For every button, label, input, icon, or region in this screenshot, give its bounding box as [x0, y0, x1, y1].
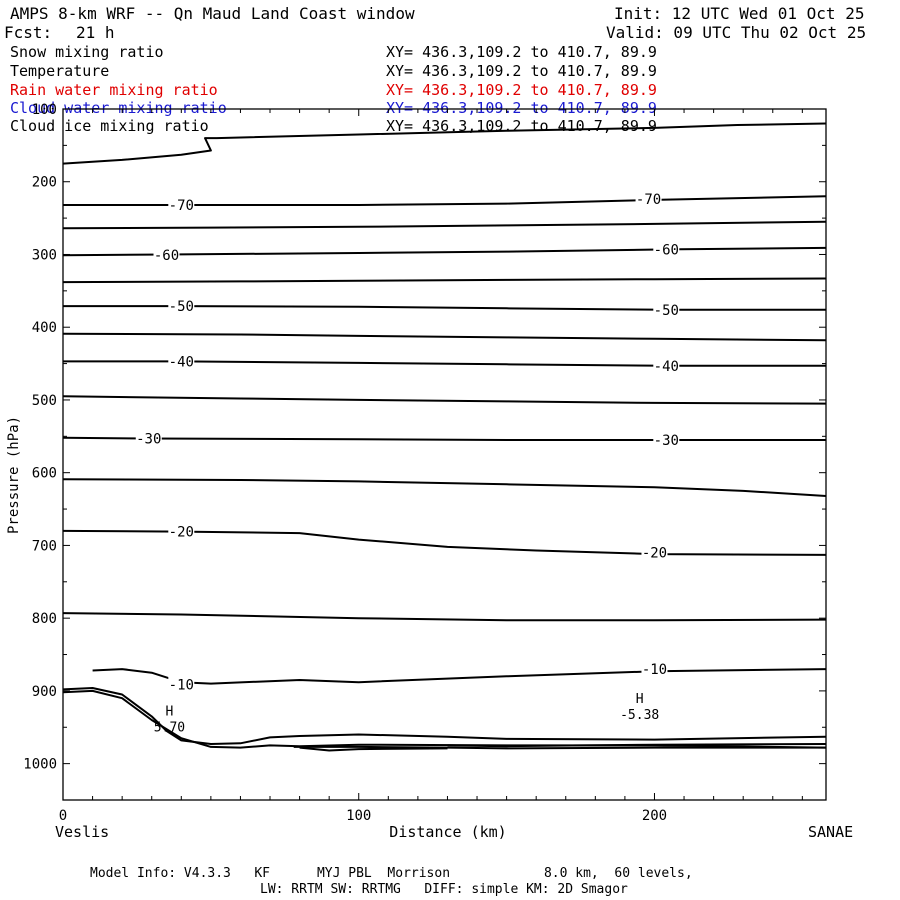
legend-xy-cloud-ice: XY= 436.3,109.2 to 410.7, 89.9	[386, 117, 657, 135]
x-tick-label: 0	[59, 808, 67, 824]
contour-label: -60	[654, 242, 679, 258]
y-tick-label: 800	[32, 611, 57, 627]
contour-label: -20	[642, 546, 667, 562]
valid-time: Valid: 09 UTC Thu 02 Oct 25	[606, 23, 867, 42]
temperature-contour-line	[92, 668, 827, 685]
temperature-contour-line	[62, 478, 827, 497]
temperature-contour-line	[62, 612, 827, 622]
extremum-value: -5.38	[620, 708, 659, 723]
x-tick-label: 100	[346, 808, 371, 824]
y-tick-label: 1000	[23, 757, 57, 773]
contour-label: -60	[154, 248, 179, 264]
temperature-contour-line	[62, 689, 827, 749]
temperature-contour-line	[62, 687, 827, 745]
contour-label-background	[635, 191, 662, 207]
contour-label: -50	[169, 299, 194, 315]
contour-label: -50	[654, 303, 679, 319]
contour-label-background	[653, 431, 680, 447]
legend-name-cloud-ice: Cloud ice mixing ratio	[10, 117, 209, 135]
temperature-contour-line	[63, 360, 826, 367]
contour-label-background	[135, 430, 162, 446]
contour-label-background	[653, 241, 680, 257]
plot-frame	[62, 108, 827, 801]
contour-label-background	[168, 298, 195, 314]
y-tick-label: 500	[32, 393, 57, 409]
contour-label-background	[168, 353, 195, 369]
contour-label: -40	[169, 354, 194, 370]
extremum-value: 5.70	[154, 720, 185, 735]
y-tick-label: 300	[32, 247, 57, 263]
temperature-contour-line	[62, 220, 827, 230]
temperature-contour-line	[62, 246, 827, 257]
y-tick-label: 400	[32, 320, 57, 336]
contour-label: -10	[169, 677, 194, 693]
contour-label-background	[153, 247, 180, 263]
temperature-contour-line	[299, 746, 448, 752]
temperature-contour-line	[62, 395, 827, 405]
contour-label: -30	[654, 433, 679, 449]
y-tick-label: 700	[32, 538, 57, 554]
contour-label-background	[653, 357, 680, 373]
model-info-line-2: LW: RRTM SW: RRTMG DIFF: simple KM: 2D S…	[260, 882, 628, 897]
legend-xy-snow: XY= 436.3,109.2 to 410.7, 89.9	[386, 43, 657, 61]
high-marker: H	[636, 692, 644, 707]
init-time: Init: 12 UTC Wed 01 Oct 25	[614, 4, 865, 23]
contour-label-background	[653, 301, 680, 317]
legend-xy-cloud-water: XY= 436.3,109.2 to 410.7, 89.9	[386, 99, 657, 117]
high-marker: H	[166, 704, 174, 719]
forecast-hours: 21 h	[76, 23, 115, 42]
legend-xy-temperature: XY= 436.3,109.2 to 410.7, 89.9	[386, 62, 657, 80]
temperature-contour-line	[63, 195, 827, 206]
y-tick-label: 900	[32, 684, 57, 700]
x-right-station-label: SANAE	[808, 823, 853, 841]
legend-xy-rain: XY= 436.3,109.2 to 410.7, 89.9	[386, 81, 657, 99]
temperature-contour-line	[293, 745, 826, 750]
x-left-station-label: Veslis	[55, 823, 109, 841]
temperature-contour-line	[62, 436, 826, 441]
x-axis-title: Distance (km)	[389, 823, 506, 841]
contour-label: -40	[654, 359, 679, 375]
temperature-contour-line	[62, 529, 827, 556]
contour-label-background	[168, 197, 195, 213]
contour-label: -30	[136, 431, 161, 447]
contour-label: -10	[642, 662, 667, 678]
temperature-contour-line	[447, 743, 827, 748]
plot-title: AMPS 8-km WRF -- Qn Maud Land Coast wind…	[10, 4, 415, 23]
contour-label: -20	[169, 525, 194, 541]
contour-label: -70	[169, 198, 194, 214]
temperature-contour-line	[63, 305, 826, 311]
legend-name-snow: Snow mixing ratio	[10, 43, 164, 61]
temperature-contour-line	[62, 277, 827, 284]
model-info-line-1: Model Info: V4.3.3 KF MYJ PBL Morrison 8…	[90, 866, 693, 881]
legend-name-rain: Rain water mixing ratio	[10, 81, 218, 99]
forecast-label: Fcst:	[4, 23, 53, 42]
x-tick-label: 200	[642, 808, 667, 824]
contour-label: -70	[636, 192, 661, 208]
temperature-contour-line	[62, 332, 827, 342]
y-tick-label: 200	[32, 175, 57, 191]
contour-label-background	[168, 523, 195, 539]
contour-label-background	[641, 661, 668, 677]
legend-name-temperature: Temperature	[10, 62, 110, 80]
y-tick-label: 600	[32, 466, 57, 482]
contour-label-background	[641, 544, 668, 560]
y-axis-title: Pressure (hPa)	[6, 416, 22, 534]
legend-name-cloud-water: Cloud water mixing ratio	[10, 99, 227, 117]
contour-label-background	[168, 676, 195, 692]
